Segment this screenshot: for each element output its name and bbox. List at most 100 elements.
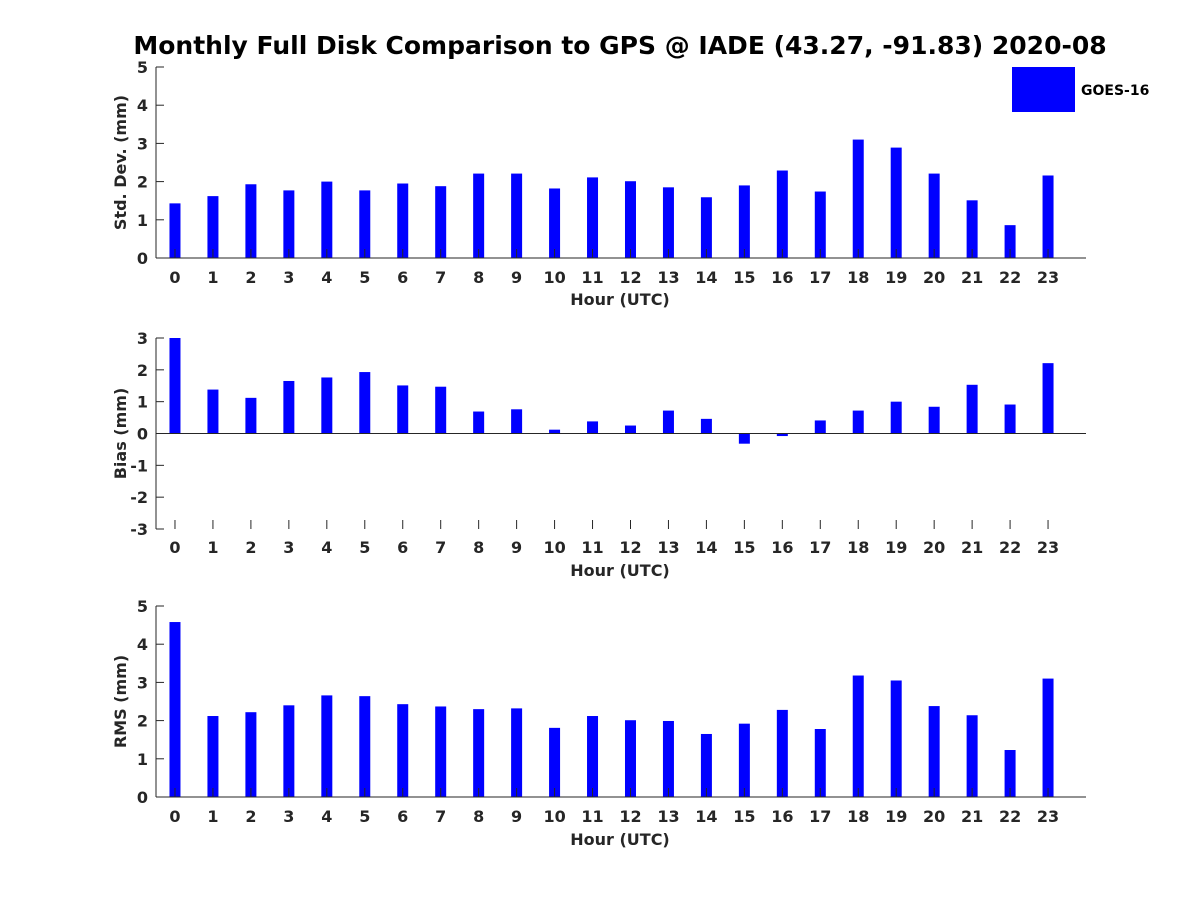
rms-x-tick-label: 4 [321,807,332,826]
bias-x-tick-label: 19 [885,538,907,557]
bias-bar-19 [890,401,902,434]
bias-x-tick-label: 21 [961,538,983,557]
bias-y-axis-label: Bias (mm) [111,388,130,480]
std-dev-bar-5 [359,190,371,258]
bias-x-tick-label: 3 [283,538,294,557]
std-dev-x-tick-label: 21 [961,268,983,287]
std-dev-x-tick-label: 9 [511,268,522,287]
bias-bar-17 [814,420,826,434]
bias-bar-21 [966,384,978,434]
legend: GOES-16 [1012,67,1149,112]
rms-bar-22 [1004,750,1016,797]
rms-bar-21 [966,715,978,797]
rms-x-tick-label: 11 [581,807,603,826]
rms-y-tick-label: 5 [137,597,148,616]
std-dev-bar-17 [814,191,826,258]
rms-x-axis-label: Hour (UTC) [570,830,670,849]
bias-y-tick-label: 1 [137,393,148,412]
std-dev-y-tick-label: 2 [137,173,148,192]
std-dev-x-tick-label: 14 [695,268,717,287]
std-dev-y-tick-label: 3 [137,134,148,153]
bias-x-axis-label: Hour (UTC) [570,561,670,580]
rms-y-tick-label: 1 [137,750,148,769]
bias-x-tick-label: 14 [695,538,717,557]
bias-bar-1 [207,389,219,434]
bias-bar-0 [169,338,181,434]
rms-x-tick-label: 20 [923,807,945,826]
bias-y-tick-label: 0 [137,425,148,444]
bias-x-tick-label: 5 [359,538,370,557]
rms-x-tick-label: 0 [169,807,180,826]
rms-x-tick-label: 15 [733,807,755,826]
bias-bar-2 [245,397,257,434]
std-dev-x-tick-label: 16 [771,268,793,287]
bias-y-tick-label: 3 [137,329,148,348]
rms-bar-5 [359,696,371,797]
std-dev-y-tick-label: 5 [137,58,148,77]
bias-bar-6 [397,385,409,434]
std-dev-y-tick-label: 4 [137,96,148,115]
rms-x-tick-label: 8 [473,807,484,826]
bias-x-tick-label: 10 [543,538,565,557]
std-dev-y-tick-label: 1 [137,211,148,230]
bias-x-tick-label: 17 [809,538,831,557]
bias-bar-20 [928,406,940,434]
legend-swatch-goes-16 [1012,67,1075,112]
rms-x-tick-label: 22 [999,807,1021,826]
bias-x-tick-label: 12 [619,538,641,557]
std-dev-x-tick-label: 4 [321,268,332,287]
std-dev-bar-12 [624,181,636,258]
bias-bar-10 [549,429,561,434]
rms-bar-0 [169,622,181,797]
rms-y-tick-label: 4 [137,635,148,654]
bias-y-tick-label: -3 [130,520,148,539]
bias-bar-12 [624,425,636,434]
std-dev-bar-1 [207,196,219,258]
bias-x-tick-label: 0 [169,538,180,557]
rms-bar-18 [852,675,864,797]
bias-x-tick-label: 9 [511,538,522,557]
std-dev-bar-9 [511,173,523,258]
rms-x-tick-label: 19 [885,807,907,826]
std-dev-bar-4 [321,181,333,258]
std-dev-bar-8 [473,173,485,258]
std-dev-bar-14 [700,197,712,258]
bias-y-tick-label: 2 [137,361,148,380]
bias-x-tick-label: 1 [207,538,218,557]
std-dev-x-tick-label: 1 [207,268,218,287]
rms-bar-17 [814,729,826,797]
rms-x-tick-label: 12 [619,807,641,826]
std-dev-bar-0 [169,203,181,258]
std-dev-x-axis-label: Hour (UTC) [570,290,670,309]
bias-bar-3 [283,380,295,434]
rms-bar-16 [776,709,788,797]
std-dev-bar-10 [549,188,561,258]
bias-x-tick-label: 16 [771,538,793,557]
rms-bar-8 [473,709,485,797]
std-dev-x-tick-label: 2 [245,268,256,287]
bias-bar-9 [511,409,523,434]
std-dev-bar-13 [662,187,674,258]
std-dev-x-tick-label: 20 [923,268,945,287]
std-dev-x-tick-label: 8 [473,268,484,287]
rms-bar-14 [700,733,712,797]
std-dev-bar-6 [397,183,409,258]
rms-bar-20 [928,706,940,797]
rms-bar-7 [435,706,447,797]
rms-y-axis-label: RMS (mm) [111,655,130,748]
std-dev-bar-15 [738,185,750,258]
rms-x-tick-label: 17 [809,807,831,826]
bias-bar-23 [1042,363,1054,434]
std-dev-x-tick-label: 23 [1037,268,1059,287]
std-dev-bar-3 [283,190,295,258]
rms-x-tick-label: 3 [283,807,294,826]
rms-x-tick-label: 23 [1037,807,1059,826]
std-dev-x-tick-label: 0 [169,268,180,287]
chart-title: Monthly Full Disk Comparison to GPS @ IA… [133,31,1106,60]
std-dev-y-tick-label: 0 [137,249,148,268]
rms-x-tick-label: 6 [397,807,408,826]
bias-x-tick-label: 6 [397,538,408,557]
rms-bar-12 [624,720,636,797]
